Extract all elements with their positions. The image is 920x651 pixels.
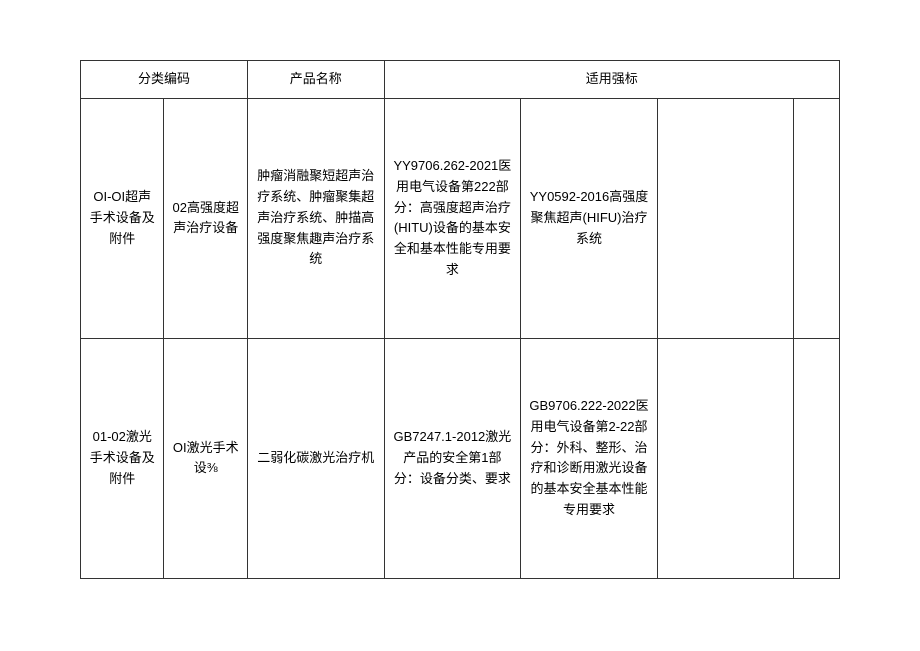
header-product: 产品名称: [247, 61, 384, 99]
cell-std4: [794, 338, 840, 578]
header-standard: 适用强标: [384, 61, 839, 99]
cell-std1: GB7247.1-2012激光产品的安全第1部分：设备分类、要求: [384, 338, 521, 578]
cell-product: 二弱化碳激光治疗机: [247, 338, 384, 578]
header-row: 分类编码 产品名称 适用强标: [81, 61, 840, 99]
header-category: 分类编码: [81, 61, 248, 99]
cell-product: 肿瘤消融聚短超声治疗系统、肿瘤聚集超声治疗系统、肿描高强度聚焦趣声治疗系统: [247, 98, 384, 338]
cell-std3: [657, 98, 794, 338]
cell-std2: GB9706.222-2022医用电气设备第2-22部分：外科、整形、治疗和诊断…: [521, 338, 658, 578]
cell-std4: [794, 98, 840, 338]
cell-cat1: OI-OI超声手术设备及附件: [81, 98, 164, 338]
cell-std1: YY9706.262-2021医用电气设备第222部分：高强度超声治疗(HITU…: [384, 98, 521, 338]
cell-cat2: 02高强度超声治疗设备: [164, 98, 247, 338]
standards-table: 分类编码 产品名称 适用强标 OI-OI超声手术设备及附件 02高强度超声治疗设…: [80, 60, 840, 579]
cell-std2: YY0592-2016高强度聚焦超声(HIFU)治疗系统: [521, 98, 658, 338]
cell-std3: [657, 338, 794, 578]
cell-cat1: 01-02激光手术设备及附件: [81, 338, 164, 578]
table-row: OI-OI超声手术设备及附件 02高强度超声治疗设备 肿瘤消融聚短超声治疗系统、…: [81, 98, 840, 338]
table-row: 01-02激光手术设备及附件 OI激光手术设⅜ 二弱化碳激光治疗机 GB7247…: [81, 338, 840, 578]
cell-cat2: OI激光手术设⅜: [164, 338, 247, 578]
